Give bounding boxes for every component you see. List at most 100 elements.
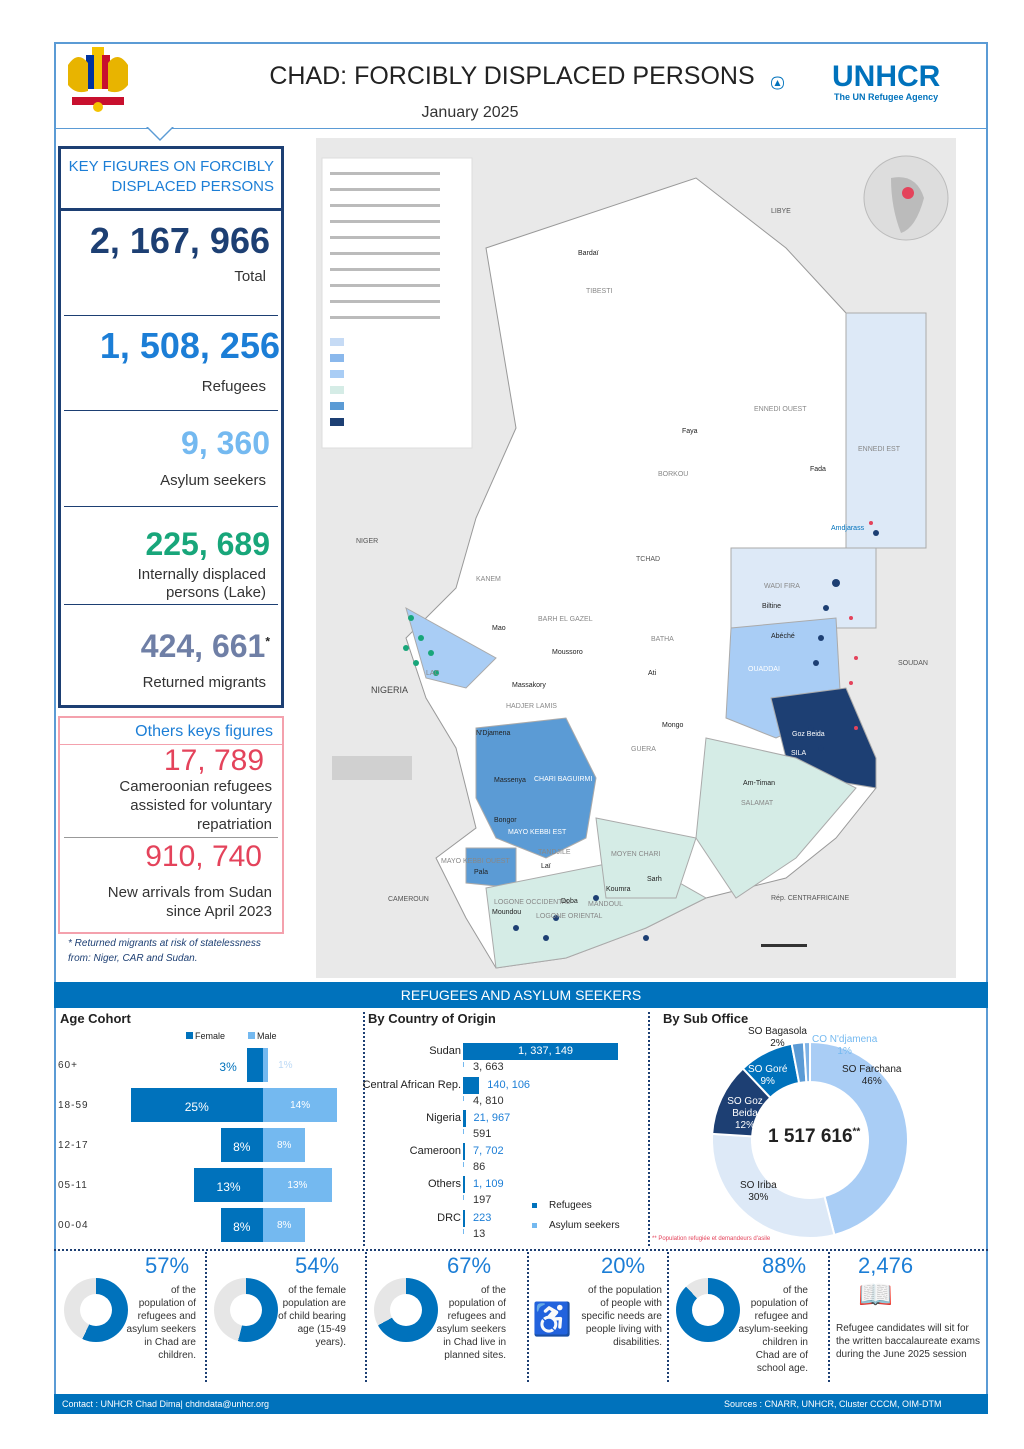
unhcr-logo: UNHCR — [832, 60, 941, 93]
svg-text:TCHAD: TCHAD — [636, 556, 660, 563]
country-bar-refugees — [463, 1110, 466, 1127]
stat-text: of the population of refugees and asylum… — [126, 1285, 196, 1361]
svg-text:Massenya: Massenya — [494, 777, 526, 784]
total-value: 2, 167, 966 — [89, 220, 270, 261]
key-figures-heading: KEY FIGURES ON FORCIBLY DISPLACED PERSON… — [68, 158, 274, 195]
so-farchana-label: SO Farchana 46% — [842, 1064, 902, 1087]
other-figures-heading: Others keys figures — [135, 723, 273, 740]
total-label: Total — [234, 268, 266, 285]
svg-text:Mao: Mao — [492, 625, 506, 632]
country-bar-asylum — [463, 1162, 464, 1167]
country-bar-asylum — [463, 1195, 464, 1200]
country-bar-refugees — [463, 1210, 465, 1227]
stat-donut — [374, 1278, 438, 1342]
idp-value: 225, 689 — [145, 526, 270, 562]
country-label: Others — [427, 1178, 461, 1190]
svg-text:NIGERIA: NIGERIA — [371, 685, 408, 695]
returned-value: 424, 661* — [140, 628, 270, 664]
country-label: DRC — [437, 1212, 461, 1224]
stat-donut — [64, 1278, 128, 1342]
svg-text:HADJER LAMIS: HADJER LAMIS — [506, 703, 557, 710]
age-bar-female — [130, 1088, 263, 1122]
contact-info: Contact : UNHCR Chad Dima| chdndata@unhc… — [62, 1399, 270, 1409]
age-male-pct: 8% — [276, 1140, 292, 1151]
cameroon-value: 17, 789 — [163, 744, 264, 777]
map-scale-bar — [761, 944, 807, 947]
so-goz-beida-label: SO Goz Beida 12% — [727, 1096, 763, 1131]
country-refugee-value: 1, 337, 149 — [518, 1045, 574, 1057]
svg-text:Rép. CENTRAFRICAINE: Rép. CENTRAFRICAINE — [771, 895, 850, 902]
country-refugee-value: 1, 109 — [473, 1178, 504, 1190]
svg-text:WADI FIRA: WADI FIRA — [764, 583, 800, 590]
country-label: Central African Rep. — [362, 1079, 461, 1091]
idp-label: Internally displaced persons (Lake) — [137, 566, 266, 601]
stat-value: 57% — [145, 1253, 190, 1278]
svg-text:N'Djamena: N'Djamena — [476, 730, 511, 737]
stat-text: of the population of refugees and asylum… — [436, 1285, 506, 1361]
svg-text:Fada: Fada — [810, 466, 826, 473]
donut-slice — [711, 1132, 836, 1239]
svg-text:LIBYE: LIBYE — [771, 208, 791, 215]
refugees-label: Refugees — [201, 378, 266, 395]
sub-office-footnote: ** Population refugiée et demandeurs d'a… — [652, 1236, 771, 1242]
svg-text:Ati: Ati — [648, 670, 657, 677]
svg-text:SILA: SILA — [791, 750, 807, 757]
country-asylum-value: 197 — [473, 1194, 492, 1206]
age-bar-female — [220, 1128, 263, 1162]
legend-asylum: Asylum seekers — [532, 1220, 620, 1231]
so-bagasola-label: SO Bagasola 2% — [748, 1026, 807, 1049]
svg-text:Pala: Pala — [474, 869, 488, 876]
country-asylum-value: 4, 810 — [473, 1095, 504, 1107]
svg-text:TANDJILE: TANDJILE — [538, 849, 571, 856]
country-bar-asylum — [463, 1129, 464, 1134]
age-label: 05-11 — [58, 1180, 88, 1191]
so-gore-label: SO Goré 9% — [748, 1064, 788, 1087]
svg-text:MANDOUL: MANDOUL — [588, 901, 623, 908]
svg-text:Bardaï: Bardaï — [578, 250, 599, 257]
svg-text:MAYO KEBBI EST: MAYO KEBBI EST — [508, 829, 567, 836]
svg-text:Laï: Laï — [541, 863, 551, 870]
section-band: REFUGEES AND ASYLUM SEEKERS — [54, 982, 988, 1008]
donut-slice — [809, 1040, 909, 1237]
chad-map: LIBYE NIGER NIGERIA SOUDAN CAMEROUN Rép.… — [316, 138, 956, 978]
age-female-pct: 25% — [184, 1100, 209, 1114]
age-female-pct: 13% — [216, 1180, 241, 1194]
stat-text: of the population of people with specifi… — [581, 1285, 662, 1348]
age-male-pct: 14% — [290, 1100, 311, 1111]
country-origin-title: By Country of Origin — [368, 1011, 496, 1026]
sources-info: Sources : CNARR, UNHCR, Cluster CCCM, OI… — [724, 1399, 942, 1409]
cameroon-label: Cameroonian refugees assisted for volunt… — [119, 778, 272, 833]
stat-value: 67% — [447, 1253, 492, 1278]
donut-slice — [802, 1040, 811, 1084]
page-title: CHAD: FORCIBLY DISPLACED PERSONS — [269, 62, 755, 90]
svg-text:ENNEDI EST: ENNEDI EST — [858, 446, 901, 453]
svg-text:Am-Timan: Am-Timan — [743, 780, 775, 787]
country-refugee-value: 140, 106 — [487, 1079, 531, 1091]
country-bar-asylum — [463, 1229, 464, 1234]
svg-text:CAMEROUN: CAMEROUN — [388, 896, 429, 903]
age-label: 00-04 — [58, 1220, 89, 1231]
age-bar-male — [263, 1168, 332, 1202]
country-asylum-value: 3, 663 — [473, 1061, 504, 1073]
sudan-label: New arrivals from Sudan since April 2023 — [107, 884, 272, 920]
age-cohort-title: Age Cohort — [60, 1011, 131, 1026]
country-refugee-value: 21, 967 — [473, 1112, 511, 1124]
age-male-pct: 1% — [278, 1060, 293, 1071]
svg-text:Goz Beida: Goz Beida — [792, 731, 825, 738]
svg-text:CHARI BAGUIRMI: CHARI BAGUIRMI — [534, 776, 592, 783]
age-bar-male — [263, 1088, 338, 1122]
stat-donut — [676, 1278, 740, 1342]
svg-text:LOGONE OCCIDENTAL: LOGONE OCCIDENTAL — [494, 899, 571, 906]
returned-label: Returned migrants — [142, 674, 266, 691]
svg-text:MAYO KEBBI OUEST: MAYO KEBBI OUEST — [441, 858, 510, 865]
map-inset-box — [332, 756, 412, 780]
age-male-pct: 13% — [287, 1180, 308, 1191]
country-label: Nigeria — [426, 1112, 461, 1124]
so-iriba-label: SO Iriba 30% — [740, 1180, 777, 1203]
country-label: Sudan — [429, 1045, 461, 1057]
stat-text: Refugee candidates will sit for the writ… — [836, 1323, 980, 1360]
age-label: 12-17 — [58, 1140, 89, 1151]
svg-text:Bongor: Bongor — [494, 817, 517, 824]
stat-value: 20% — [601, 1253, 646, 1278]
country-bar-refugees — [463, 1043, 618, 1060]
